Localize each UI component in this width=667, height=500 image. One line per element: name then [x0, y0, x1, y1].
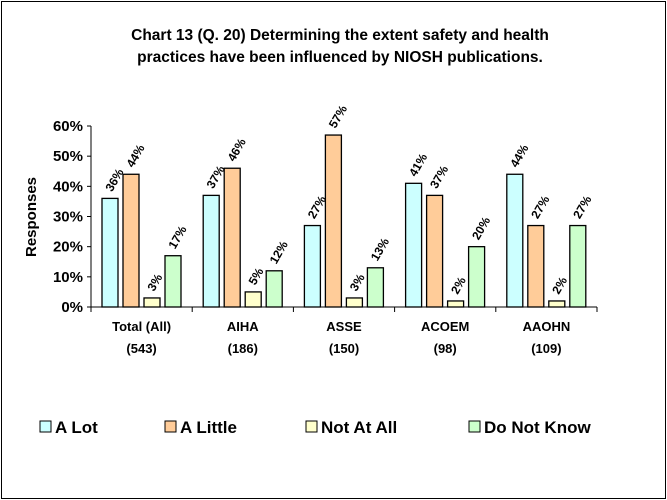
- data-label: 44%: [123, 142, 147, 170]
- y-tick-label: 40%: [53, 178, 83, 195]
- data-label: 37%: [427, 163, 451, 191]
- bar-a-lot: [303, 224, 322, 308]
- legend-label: Not At All: [321, 418, 397, 437]
- data-label: 44%: [507, 142, 531, 170]
- data-label: 13%: [368, 235, 392, 263]
- data-label: 3%: [347, 271, 368, 293]
- y-tick-label: 0%: [61, 299, 83, 316]
- y-tick-label: 30%: [53, 209, 83, 226]
- legend-swatch: [305, 420, 318, 433]
- legend-swatch: [39, 420, 52, 433]
- bar-do-not-know: [366, 267, 385, 308]
- x-tick-sublabel: (543): [126, 341, 156, 356]
- data-label: 46%: [225, 136, 249, 164]
- bar-a-little: [527, 224, 545, 308]
- x-tick-sublabel: (109): [531, 341, 561, 356]
- x-tick-label: AIHA: [227, 319, 259, 334]
- bar-do-not-know: [164, 255, 182, 308]
- y-tick-label: 10%: [53, 269, 83, 286]
- legend-label: Do Not Know: [484, 418, 591, 437]
- data-label: 3%: [144, 271, 165, 293]
- bar-not-at-all: [244, 291, 262, 308]
- bar-do-not-know: [265, 270, 283, 308]
- bar-a-lot: [202, 194, 220, 308]
- data-label: 17%: [165, 223, 189, 251]
- bar-a-lot: [404, 182, 423, 308]
- bar-a-little: [223, 167, 241, 308]
- bar-not-at-all: [446, 300, 465, 308]
- data-label: 2%: [549, 274, 570, 296]
- legend-label: A Lot: [55, 418, 98, 437]
- bar-do-not-know: [569, 224, 587, 308]
- legend-swatch: [468, 420, 481, 433]
- y-tick-label: 60%: [53, 118, 83, 135]
- bar-do-not-know: [467, 246, 486, 308]
- data-label: 20%: [469, 214, 493, 242]
- data-label: 12%: [267, 238, 291, 266]
- x-tick-sublabel: (98): [434, 341, 457, 356]
- bar-a-lot: [506, 173, 524, 308]
- data-label: 41%: [406, 151, 430, 179]
- bar-a-lot: [101, 197, 119, 308]
- x-tick-sublabel: (186): [228, 341, 258, 356]
- bar-not-at-all: [548, 300, 566, 308]
- y-tick-label: 50%: [53, 148, 83, 165]
- bar-not-at-all: [143, 297, 161, 308]
- legend-label: A Little: [180, 418, 237, 437]
- x-tick-label: Total (All): [112, 319, 171, 334]
- bar-not-at-all: [345, 297, 364, 308]
- bar-a-little: [122, 173, 140, 308]
- data-label: 27%: [570, 193, 594, 221]
- x-tick-label: ASSE: [326, 319, 362, 334]
- bar-a-little: [324, 134, 343, 308]
- x-tick-sublabel: (150): [329, 341, 359, 356]
- data-label: 2%: [448, 274, 469, 296]
- chart-title-line-1: Chart 13 (Q. 20) Determining the extent …: [131, 27, 549, 44]
- y-tick-label: 20%: [53, 239, 83, 256]
- x-tick-label: ACOEM: [421, 319, 469, 334]
- data-label: 27%: [528, 193, 552, 221]
- x-tick-label: AAOHN: [523, 319, 571, 334]
- chart-title-line-2: practices have been influenced by NIOSH …: [137, 49, 543, 66]
- bar-a-little: [425, 194, 444, 308]
- data-label: 5%: [246, 265, 267, 287]
- legend-swatch: [164, 420, 177, 433]
- y-axis-label: Responses: [23, 177, 40, 257]
- data-label: 57%: [326, 102, 350, 130]
